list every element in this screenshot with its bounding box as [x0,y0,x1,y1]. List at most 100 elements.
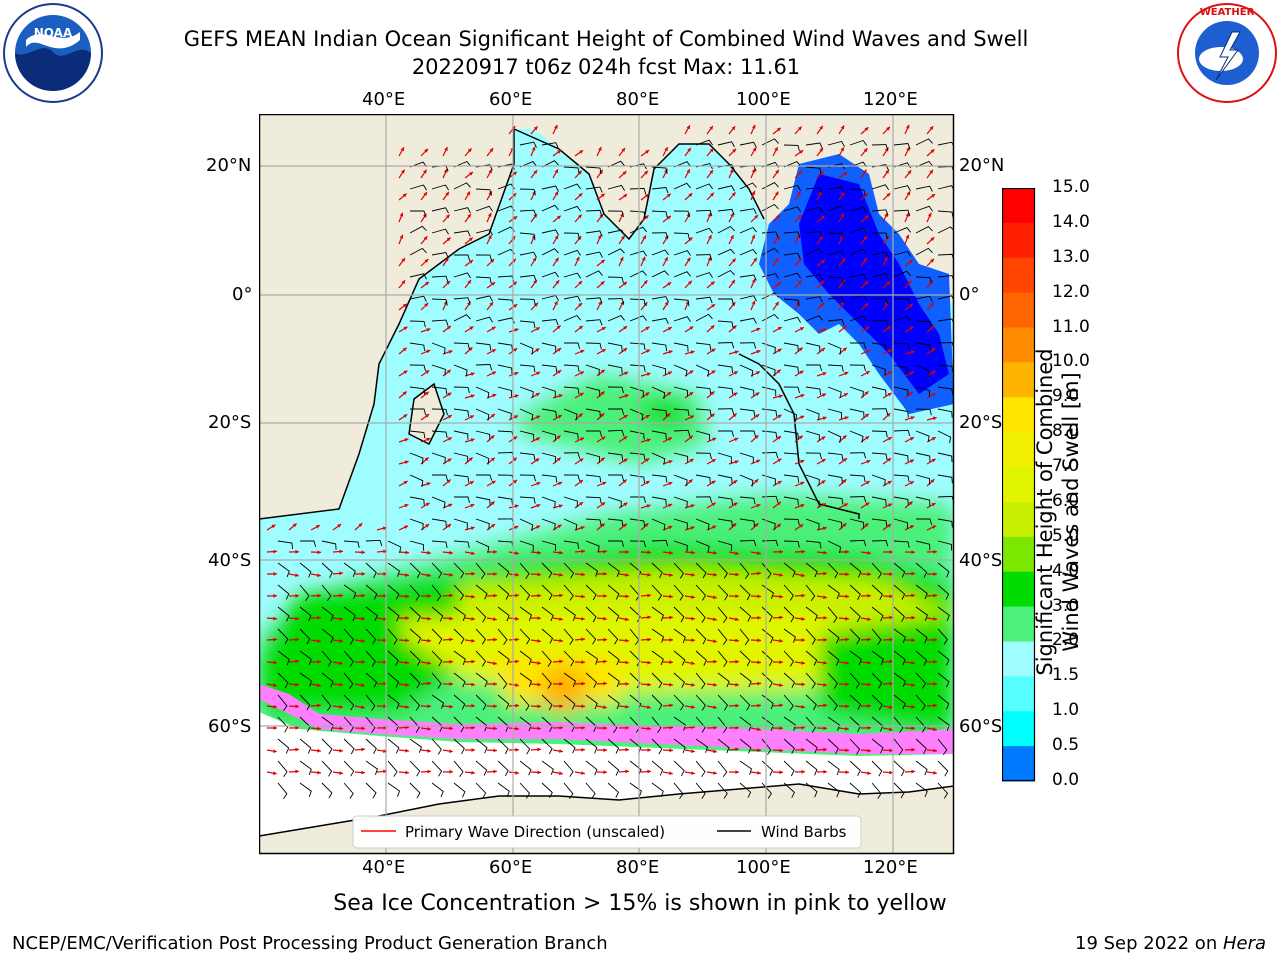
wave-arrow-head [536,437,540,441]
wave-arrow-head [443,168,448,173]
colorbar-cell [1002,327,1035,364]
wind-barb [827,540,842,554]
wave-arrow-head [757,660,761,665]
wind-barb [431,694,445,709]
colorbar-cell [1002,222,1035,259]
wave-arrow-head [735,659,739,664]
wave-arrow-head [690,526,695,530]
wave-arrow-head [757,594,761,599]
wind-barb [431,540,448,548]
wind-barb [805,672,816,689]
wave-arrow-head [799,327,804,331]
wave-arrow-head [623,348,628,352]
wind-barb [497,628,508,645]
wind-barb [893,185,911,192]
wave-arrow-head [711,370,716,374]
wind-barb [871,408,889,415]
wave-arrow-head [404,460,409,465]
wave-arrow-head [339,682,343,687]
wave-arrow-head [754,479,759,483]
wind-barb [915,782,928,798]
wind-barb [431,408,448,416]
wave-arrow-head [845,748,849,753]
wind-barb [651,716,662,733]
wind-barb [761,408,778,417]
wind-barb [563,474,581,482]
wind-barb [695,430,711,441]
wind-barb [871,584,883,600]
wind-barb [629,606,641,623]
wave-arrow-head [535,393,540,397]
wind-barb [871,782,882,799]
wind-barb [871,297,889,305]
wind-barb [849,584,861,601]
wind-barb [673,342,689,352]
wind-barb [519,342,534,355]
wind-barb [739,738,752,754]
wind-barb [783,694,794,711]
wave-arrow-head [731,126,736,131]
wind-barb [585,342,602,350]
wave-arrow-head [361,572,365,576]
wind-barb [563,183,581,190]
wind-barb [651,430,667,440]
wind-barb [783,716,797,731]
wave-arrow-head [625,617,629,622]
wave-arrow-head [713,550,717,555]
wave-arrow-head [625,573,629,577]
colorbar-cell [1002,571,1035,608]
wind-barb [805,296,823,303]
wind-barb [871,694,883,711]
wave-arrow-head [779,594,783,599]
wave-arrow-head [779,703,783,708]
wave-arrow-head [713,595,717,600]
wind-barb [805,231,823,238]
lat-label-left-60s: 60°S [208,716,252,737]
wind-barb [585,628,597,645]
wave-arrow-head [603,770,607,775]
wind-barb [849,782,862,798]
wave-arrow-head [600,193,605,198]
wave-arrow-head [536,415,541,420]
wind-barb [541,342,557,353]
wind-barb [783,252,801,259]
wind-barb [475,386,490,399]
colorbar-tick-label: 0.0 [1052,770,1080,790]
wave-arrow-head [426,328,431,332]
wind-barb [849,139,867,146]
wave-arrow-head [751,124,756,129]
wave-arrow-head [907,170,912,175]
wave-arrow-head [644,170,648,175]
wind-barb [454,254,471,261]
wind-barb [299,628,311,645]
wind-barb [519,188,536,196]
wave-arrow-head [932,416,937,421]
wind-barb [497,606,510,622]
wave-arrow-head [425,370,430,374]
wave-arrow-head [581,725,585,730]
wind-barb [585,584,597,601]
wave-arrow-head [579,150,584,154]
wind-barb [497,650,510,666]
wind-barb [673,672,685,688]
wind-barb [805,782,818,798]
wind-barb [497,364,513,375]
wind-barb [585,650,599,665]
wave-arrow-head [933,617,937,621]
wave-arrow-head [864,127,869,132]
wind-barb [783,562,796,578]
colorbar-tick-label: 9.0 [1052,386,1080,407]
wind-barb [805,187,823,194]
wind-barb [299,584,310,601]
wave-arrow-head [864,303,869,307]
wave-arrow-head [799,370,804,375]
wave-arrow-head [933,638,937,642]
wind-barb [541,248,559,256]
wave-arrow-head [445,191,449,196]
wave-arrow-head [823,550,827,555]
wind-barb [453,738,465,755]
wind-barb [387,782,401,797]
lon-label-top-100e: 100°E [736,89,791,110]
wave-arrow-head [755,371,760,375]
wave-arrow-head [735,638,739,643]
